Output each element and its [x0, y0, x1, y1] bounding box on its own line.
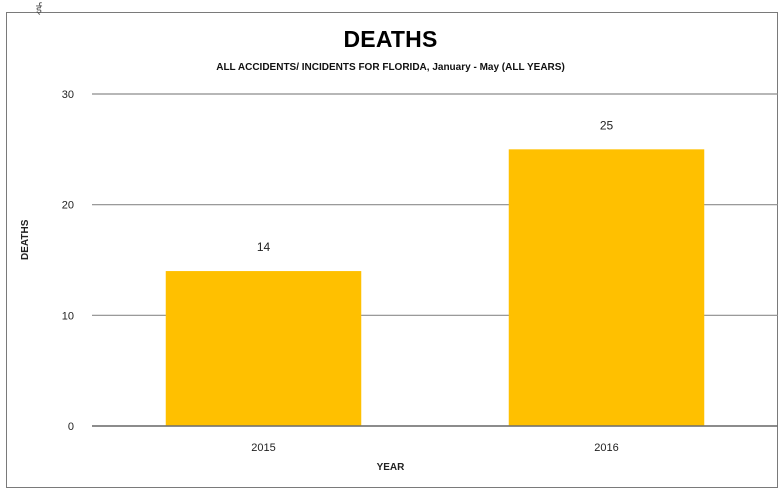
corner-mark: ई — [36, 2, 42, 16]
y-tick-label: 0 — [68, 421, 74, 433]
chart-title: DEATHS — [343, 26, 438, 52]
bar — [165, 271, 362, 426]
data-label: 25 — [600, 118, 614, 132]
y-tick-label: 30 — [62, 89, 74, 101]
y-tick-label: 20 — [62, 200, 74, 212]
x-tick-label: 2015 — [251, 442, 275, 454]
chart-subtitle: ALL ACCIDENTS/ INCIDENTS FOR FLORIDA, Ja… — [216, 62, 565, 73]
bar — [508, 149, 705, 427]
y-tick-label: 10 — [62, 310, 74, 322]
x-tick-label: 2016 — [594, 442, 618, 454]
x-axis-label: YEAR — [376, 462, 405, 473]
data-label: 14 — [257, 240, 271, 254]
